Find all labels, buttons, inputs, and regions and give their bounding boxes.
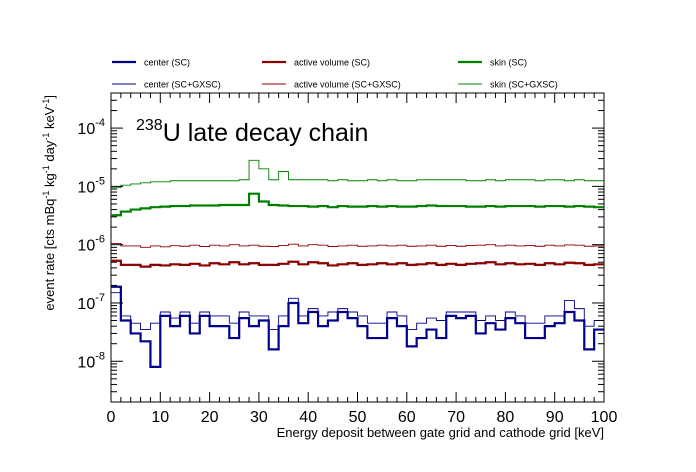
y-tick-base: 10	[77, 179, 95, 196]
ylabel-suffix: ]	[42, 95, 57, 99]
x-tick-label: 100	[591, 409, 618, 426]
ylabel-seg-3: day	[42, 140, 57, 165]
series-active-volume-sc	[111, 259, 604, 268]
x-tick-labels: 0 10 20 30 40 50 60 70 80 90 100	[107, 409, 618, 426]
ylabel-sup-2: -1	[41, 165, 51, 173]
y-tick-exponent: -6	[95, 234, 105, 246]
series-skin-sc-gxsc	[111, 159, 604, 189]
y-tick-exponent: -5	[95, 175, 105, 187]
legend-label: active volume (SC+GXSC)	[294, 80, 401, 90]
legend-label: skin (SC)	[490, 58, 527, 68]
legend-label: skin (SC+GXSC)	[490, 80, 558, 90]
x-tick-label: 0	[107, 409, 116, 426]
ylabel-seg-4: keV	[42, 106, 57, 132]
title-superscript: 238	[136, 117, 163, 134]
x-tick-label: 50	[349, 409, 367, 426]
ylabel-sup-4: -1	[41, 99, 51, 107]
legend-label: active volume (SC)	[294, 58, 370, 68]
x-tick-label: 30	[250, 409, 268, 426]
y-tick-exponent: -4	[95, 117, 105, 129]
chart-title: 238U late decay chain	[136, 117, 368, 147]
series-layer	[111, 159, 604, 369]
x-tick-label: 80	[497, 409, 515, 426]
y-tick-label: 10-7	[77, 292, 105, 313]
ylabel-sup-3: -1	[41, 133, 51, 141]
ylabel-seg-2: kg	[42, 173, 57, 190]
y-tick-base: 10	[77, 296, 95, 313]
y-tick-base: 10	[77, 121, 95, 138]
x-tick-label: 60	[398, 409, 416, 426]
y-tick-exponent: -8	[95, 350, 105, 362]
x-axis-label: Energy deposit between gate grid and cat…	[277, 425, 604, 440]
x-tick-label: 70	[447, 409, 465, 426]
title-text: U late decay chain	[163, 119, 369, 147]
legend-label: center (SC+GXSC)	[144, 80, 221, 90]
y-tick-label: 10-8	[77, 350, 105, 371]
y-tick-label: 10-6	[77, 234, 105, 255]
x-tick-label: 10	[151, 409, 169, 426]
ylabel-sup-1: -1	[41, 191, 51, 199]
legend: center (SC) active volume (SC) skin (SC) ce…	[112, 58, 558, 90]
series-skin-sc	[111, 192, 604, 217]
y-tick-base: 10	[77, 238, 95, 255]
series-active-volume-sc-gxsc	[111, 242, 604, 248]
x-tick-label: 40	[299, 409, 317, 426]
series-center-sc	[111, 285, 604, 369]
y-tick-base: 10	[77, 354, 95, 371]
legend-label: center (SC)	[144, 58, 190, 68]
y-tick-label: 10-5	[77, 175, 105, 196]
ylabel-prefix: event rate [cts mBq	[42, 199, 57, 311]
y-tick-labels: 10-810-710-610-510-4	[77, 117, 105, 371]
axis-ticks	[110, 92, 605, 403]
y-tick-exponent: -7	[95, 292, 105, 304]
y-tick-label: 10-4	[77, 117, 105, 138]
y-axis-label: event rate [cts mBq-1 kg-1 day-1 keV-1]	[41, 95, 57, 311]
x-tick-label: 90	[546, 409, 564, 426]
x-tick-label: 20	[201, 409, 219, 426]
